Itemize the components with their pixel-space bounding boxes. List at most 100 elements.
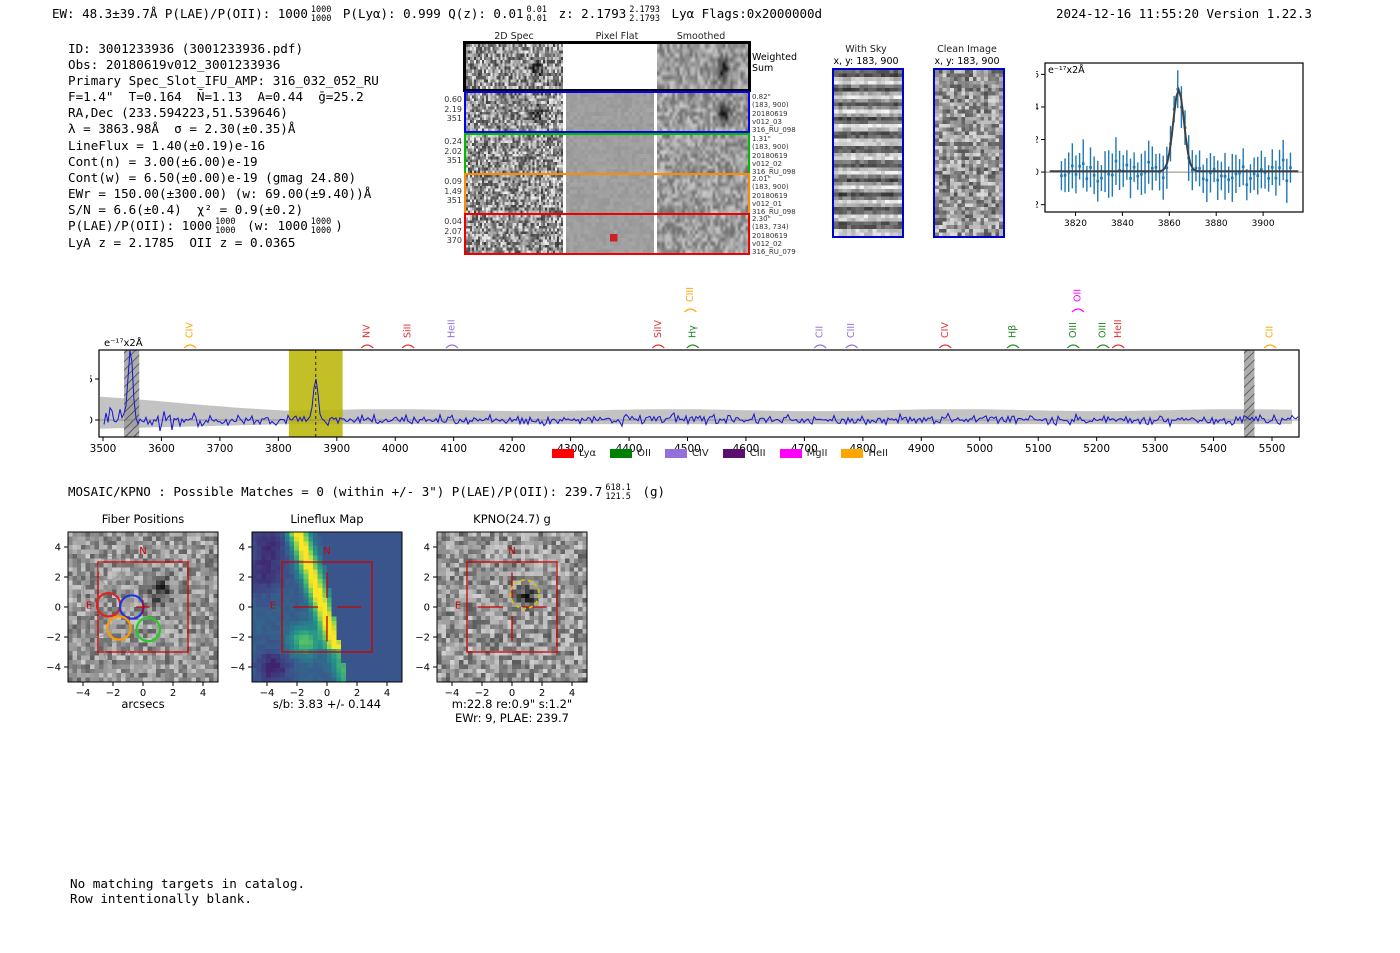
legend-swatch: [610, 449, 633, 458]
mosaic-band-label: (g): [642, 484, 666, 499]
info-line: LyA z = 2.1785 OII z = 0.0365: [68, 235, 296, 251]
legend-item: CIII: [722, 448, 766, 459]
pixel-flat-strip: [566, 175, 654, 213]
svg-text:0: 0: [324, 688, 330, 699]
svg-text:−4: −4: [260, 688, 275, 699]
svg-text:−2: −2: [230, 633, 245, 644]
svg-text:CIII: CIII: [685, 287, 696, 302]
version-label: Version 1.22.3: [1206, 6, 1312, 21]
svg-text:3700: 3700: [207, 443, 234, 455]
spec2d-row: [464, 213, 750, 255]
svg-text:3860: 3860: [1158, 219, 1181, 229]
clean-image: [933, 68, 1005, 238]
svg-text:E: E: [270, 601, 276, 612]
svg-text:3500: 3500: [90, 443, 116, 455]
spec2d-strip: [466, 44, 563, 89]
smoothed-strip: [657, 93, 748, 131]
svg-text:4: 4: [239, 543, 245, 554]
svg-text:5100: 5100: [1025, 443, 1052, 455]
info-line: LineFlux = 1.40(±0.19)e-16: [68, 137, 266, 153]
svg-text:Hγ: Hγ: [687, 325, 698, 338]
legend-label: CIV: [691, 448, 709, 459]
mosaic-plae-range: 618.1 121.5: [605, 483, 631, 502]
spectral-line-legend: Lyα OII CIV CIII MgII HeII: [520, 448, 920, 459]
legend-item: Lyα: [551, 448, 597, 459]
svg-text:3880: 3880: [1205, 219, 1228, 229]
legend-label: HeII: [868, 448, 889, 459]
spec2d-row-right-labels: Weighted Sum: [752, 52, 797, 74]
mosaic-status-line: MOSAIC/KPNO : Possible Matches = 0 (with…: [68, 484, 665, 501]
info-line: Cont(n) = 3.00(±6.00)e-19: [68, 153, 258, 169]
zoom-spectrum-plot: 3820 3840 3860 3880 3900 -2 0 2 4 6 e⁻¹⁷x2Å: [1036, 62, 1304, 229]
spec2d-row-right-labels: 2.01" (183, 900) 20180619 v012_01 316_RU_098: [752, 175, 796, 217]
header-timestamp-version: 2024-12-16 11:55:20 Version 1.22.3: [1056, 6, 1312, 21]
spec2d-row: [464, 91, 750, 133]
svg-text:2: 2: [354, 688, 360, 699]
fiber-positions-xlabel: arcsecs: [121, 697, 165, 711]
mosaic-status-text: MOSAIC/KPNO : Possible Matches = 0 (with…: [68, 484, 603, 499]
header-summary-line: EW: 48.3±39.7Å P(LAE)/P(OII): 1000 1000 10…: [52, 6, 822, 23]
header-qz-range: 0.01 0.01: [526, 5, 548, 24]
kpno-cutout-xlabel2: EWr: 9, PLAE: 239.7: [455, 711, 569, 725]
spec2d-col-header-3: Smoothed: [676, 31, 726, 42]
svg-text:CIII: CIII: [846, 323, 857, 338]
svg-text:3900: 3900: [323, 443, 350, 455]
svg-text:5500: 5500: [1259, 443, 1286, 455]
svg-text:2: 2: [170, 688, 176, 699]
info-line: λ = 3863.98Å σ = 2.30(±0.35)Å: [68, 121, 296, 137]
spec2d-row-right-labels: 0.82" (183, 900) 20180619 v012_03 316_RU_098: [752, 93, 796, 135]
kpno-cutout-image: [437, 532, 587, 682]
smoothed-strip: [657, 215, 748, 253]
info-line: EWr = 150.00(±300.00) (w: 69.00(±9.40))Å: [68, 185, 372, 201]
svg-text:SiII: SiII: [403, 324, 414, 338]
kpno-cutout-xlabel1: m:22.8 re:0.9" s:1.2": [451, 697, 573, 711]
legend-label: CIII: [749, 448, 766, 459]
svg-text:−2: −2: [475, 688, 490, 699]
svg-text:−4: −4: [415, 663, 430, 674]
svg-text:5000: 5000: [966, 443, 993, 455]
svg-text:N: N: [323, 546, 330, 557]
svg-text:0: 0: [1036, 168, 1039, 178]
info-line: Cont(w) = 6.50(±0.00)e-19 (gmag 24.80): [68, 169, 357, 185]
header-flags: Flags:0x2000000d: [701, 6, 823, 21]
spec2d-row-left-labels: 0.09 1.49 351: [444, 177, 462, 205]
svg-text:−4: −4: [230, 663, 245, 674]
svg-text:NV: NV: [362, 324, 373, 338]
svg-text:OIII: OIII: [1098, 322, 1109, 338]
clean-image-coords: x, y: 183, 900: [934, 56, 1000, 67]
svg-text:CIV: CIV: [185, 322, 196, 338]
info-line: Primary Spec_Slot_IFU_AMP: 316_032_052_R…: [68, 73, 379, 89]
target-info-block: ID: 3001233936 (3001233936.pdf) Obs: 2018…: [68, 41, 379, 251]
legend-item: CIV: [664, 448, 709, 459]
kpno-cutout-title: KPNO(24.7) g: [473, 512, 551, 526]
lineflux-map-image: [252, 532, 402, 682]
spec2d-col-header-1: 2D Spec: [494, 31, 534, 42]
footer-note-line1: No matching targets in catalog.: [70, 876, 306, 891]
svg-text:−4: −4: [46, 663, 61, 674]
svg-text:0: 0: [239, 603, 245, 614]
svg-text:5: 5: [90, 375, 93, 386]
svg-text:Hβ: Hβ: [1008, 325, 1019, 338]
fiber-positions-overlay: −4 −4 −2 −2 0 0 2 2 4 4 N E: [46, 531, 219, 699]
svg-text:4: 4: [1036, 103, 1039, 113]
pixel-flat-strip: [566, 44, 654, 89]
legend-swatch: [664, 449, 687, 458]
svg-text:0: 0: [55, 603, 61, 614]
svg-text:CII: CII: [1265, 326, 1276, 338]
svg-text:4000: 4000: [382, 443, 409, 455]
fiber-positions-title: Fiber Positions: [101, 512, 185, 526]
legend-label: OII: [637, 448, 651, 459]
legend-label: MgII: [806, 448, 828, 459]
spec2d-row-left-labels: 0.04 2.07 370: [444, 217, 462, 245]
legend-item: MgII: [779, 448, 828, 459]
spec2d-strip: [466, 175, 563, 213]
svg-text:3840: 3840: [1111, 219, 1134, 229]
legend-label: Lyα: [578, 448, 597, 459]
svg-text:0: 0: [509, 688, 515, 699]
svg-text:4: 4: [384, 688, 390, 699]
svg-text:3820: 3820: [1064, 219, 1087, 229]
spec2d-row-left-labels: 0.24 2.02 351: [444, 137, 462, 165]
svg-text:2: 2: [55, 573, 61, 584]
pixel-flat-strip: [566, 93, 654, 131]
